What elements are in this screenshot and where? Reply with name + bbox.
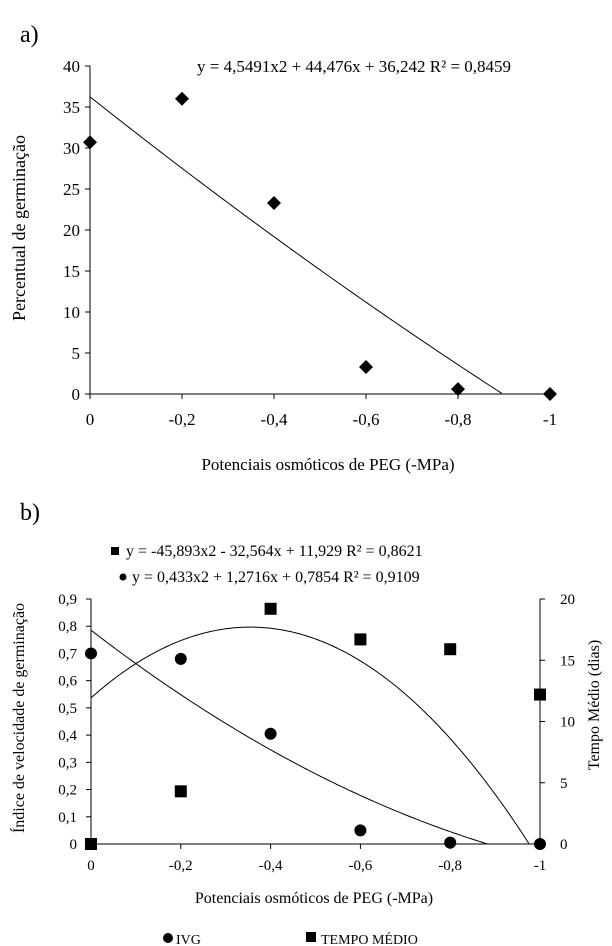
x-tick-label-a: -0,6 <box>353 410 380 429</box>
y-tick-label-a: 5 <box>72 344 81 363</box>
x-axis-label-a: Potenciais osmóticos de PEG (-MPa) <box>201 455 454 474</box>
trendline-ivg <box>90 629 488 845</box>
y-tick-label-a: 25 <box>63 180 80 199</box>
x-tick-label-a: 0 <box>86 410 95 429</box>
x-tick-label-b: -0,8 <box>438 858 462 874</box>
trendline-path-a <box>89 96 502 394</box>
y-tick-label-b: 0,9 <box>58 592 77 608</box>
y-tick-label-b: 0,7 <box>58 646 77 662</box>
x-axis-label-b: Potenciais osmóticos de PEG (-MPa) <box>195 890 433 907</box>
axes-a <box>89 66 550 395</box>
y-tick-label-a: 40 <box>63 57 80 76</box>
trendline-tempo-medio <box>90 626 530 844</box>
data-point-ivg <box>174 652 187 665</box>
data-point-tempo-medio <box>264 602 277 615</box>
data-points-b <box>85 602 546 850</box>
data-point-ivg <box>264 727 277 740</box>
x-tick-label-a: -1 <box>543 410 557 429</box>
y-tick-label-b: 0 <box>70 837 78 853</box>
axes-b <box>90 599 541 845</box>
y-tick-label-a: 30 <box>63 139 80 158</box>
x-tick-labels-b: 0 -0,2 -0,4 -0,6 -0,8 -1 <box>87 844 546 874</box>
legend-tempo-medio-label: TEMPO MÉDIO <box>321 931 418 946</box>
legend-ivg-label: IVG <box>176 933 201 946</box>
panel-label-a: a) <box>20 22 39 48</box>
x-tick-labels-a: 0 -0,2 -0,4 -0,6 -0,8 -1 <box>86 394 557 429</box>
data-points-a <box>83 91 557 401</box>
data-point-a <box>175 91 189 106</box>
data-point-ivg <box>85 647 97 660</box>
data-point-a <box>267 195 281 210</box>
data-point-ivg <box>354 824 367 837</box>
legend-ivg-marker <box>163 933 173 943</box>
y2-tick-label-b: 15 <box>560 653 575 669</box>
x-tick-label-a: -0,2 <box>169 410 196 429</box>
y-tick-label-b: 0,2 <box>58 783 77 799</box>
y-tick-label-a: 35 <box>63 98 80 117</box>
equation-circle-marker <box>119 573 127 581</box>
y2-axis-label-b: Tempo Médio (dias) <box>586 640 603 770</box>
equation-square-marker <box>111 547 119 555</box>
legend-tempo-medio-marker <box>306 932 316 942</box>
y-tick-label-b: 0,1 <box>58 810 77 826</box>
data-point-tempo-medio <box>354 633 367 646</box>
y-tick-labels-b: 0 0,1 0,2 0,3 0,4 0,5 0,6 0,7 0,8 0,9 <box>58 592 91 853</box>
equation-a: y = 4,5491x2 + 44,476x + 36,242 R² = 0,8… <box>197 57 511 76</box>
y-tick-label-a: 10 <box>63 303 80 322</box>
x-tick-label-b: -0,4 <box>259 858 283 874</box>
data-point-ivg <box>444 836 457 849</box>
x-tick-label-a: -0,8 <box>445 410 472 429</box>
equation-ivg: y = 0,433x2 + 1,2716x + 0,7854 R² = 0,91… <box>132 569 420 586</box>
y2-tick-label-b: 5 <box>560 776 568 792</box>
data-point-tempo-medio <box>534 688 546 701</box>
y2-tick-label-b: 10 <box>560 715 575 731</box>
y-tick-label-a: 15 <box>63 262 80 281</box>
data-point-a <box>451 382 465 397</box>
x-tick-label-b: -0,2 <box>169 858 193 874</box>
equation-tempo-medio: y = -45,893x2 - 32,564x + 11,929 R² = 0,… <box>126 543 423 560</box>
y2-tick-label-b: 0 <box>560 837 568 853</box>
y-axis-label-b: Índice de velocidade de germinação <box>9 603 28 833</box>
data-point-tempo-medio <box>85 838 97 850</box>
y-tick-label-b: 0,4 <box>58 728 77 744</box>
y-axis-label-a: Percentual de germinação <box>9 135 29 321</box>
x-tick-label-b: -1 <box>534 858 547 874</box>
data-point-a <box>543 387 557 401</box>
y-tick-label-b: 0,5 <box>58 701 77 717</box>
y-tick-labels-a: 0 5 10 15 20 25 30 35 40 <box>63 57 90 404</box>
trendline-a <box>89 96 502 394</box>
data-point-a <box>359 359 373 374</box>
y-tick-label-a: 0 <box>72 385 81 404</box>
x-tick-label-b: -0,6 <box>349 858 373 874</box>
chart-b: b) y = -45,893x2 - 32,564x + 11,929 R² =… <box>9 500 603 946</box>
trendlines-b <box>90 626 530 845</box>
legend: IVG TEMPO MÉDIO <box>163 931 418 946</box>
y2-tick-labels-b: 0 5 10 15 20 <box>540 592 575 853</box>
data-point-tempo-medio <box>174 785 187 798</box>
data-point-tempo-medio <box>444 643 457 656</box>
y-tick-label-b: 0,3 <box>58 755 77 771</box>
chart-a: a) y = 4,5491x2 + 44,476x + 36,242 R² = … <box>9 22 557 474</box>
x-tick-label-a: -0,4 <box>261 410 288 429</box>
y-tick-label-a: 20 <box>63 221 80 240</box>
data-point-a <box>83 135 97 150</box>
data-point-ivg <box>534 838 546 850</box>
y-tick-label-b: 0,8 <box>58 619 77 635</box>
panel-label-b: b) <box>20 500 40 526</box>
y-tick-label-b: 0,6 <box>58 674 77 690</box>
x-tick-label-b: 0 <box>87 858 95 874</box>
y2-tick-label-b: 20 <box>560 592 575 608</box>
